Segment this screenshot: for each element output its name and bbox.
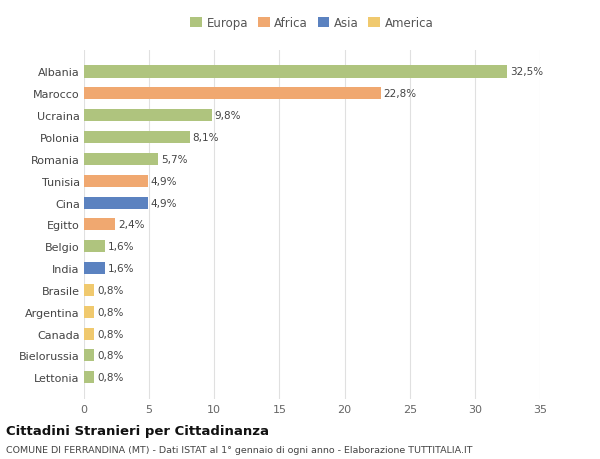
Text: 1,6%: 1,6% <box>107 263 134 274</box>
Text: 0,8%: 0,8% <box>97 307 124 317</box>
Text: 8,1%: 8,1% <box>192 133 218 143</box>
Text: 0,8%: 0,8% <box>97 329 124 339</box>
Bar <box>84 241 105 253</box>
Bar <box>84 88 381 100</box>
Bar <box>84 175 148 187</box>
Bar <box>84 197 148 209</box>
Bar <box>84 219 115 231</box>
Bar <box>84 132 190 144</box>
Bar <box>84 328 94 340</box>
Bar <box>84 284 94 297</box>
Bar <box>84 306 94 318</box>
Legend: Europa, Africa, Asia, America: Europa, Africa, Asia, America <box>188 15 436 32</box>
Text: 4,9%: 4,9% <box>151 176 177 186</box>
Text: 0,8%: 0,8% <box>97 373 124 382</box>
Text: 0,8%: 0,8% <box>97 285 124 295</box>
Bar <box>84 67 508 78</box>
Text: 32,5%: 32,5% <box>510 67 543 77</box>
Text: Cittadini Stranieri per Cittadinanza: Cittadini Stranieri per Cittadinanza <box>6 425 269 437</box>
Text: 0,8%: 0,8% <box>97 351 124 361</box>
Text: 22,8%: 22,8% <box>383 89 417 99</box>
Text: 1,6%: 1,6% <box>107 242 134 252</box>
Text: 2,4%: 2,4% <box>118 220 145 230</box>
Text: 9,8%: 9,8% <box>214 111 241 121</box>
Bar <box>84 110 212 122</box>
Bar <box>84 371 94 383</box>
Text: 4,9%: 4,9% <box>151 198 177 208</box>
Text: COMUNE DI FERRANDINA (MT) - Dati ISTAT al 1° gennaio di ogni anno - Elaborazione: COMUNE DI FERRANDINA (MT) - Dati ISTAT a… <box>6 445 473 454</box>
Bar <box>84 350 94 362</box>
Bar <box>84 263 105 274</box>
Text: 5,7%: 5,7% <box>161 155 187 164</box>
Bar <box>84 153 158 166</box>
